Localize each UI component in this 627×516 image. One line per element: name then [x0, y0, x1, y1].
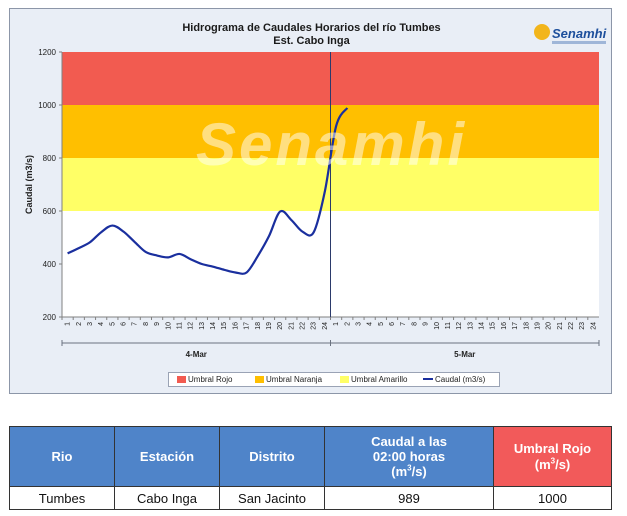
x-tick-label: 15 — [490, 322, 497, 330]
x-tick-label: 13 — [199, 322, 206, 330]
header-umbral-unit: (m3/s) — [534, 456, 571, 472]
x-tick-label: 13 — [467, 322, 474, 330]
header-estacion: Estación — [114, 426, 220, 487]
table-row: Tumbes Cabo Inga San Jacinto 989 1000 — [9, 486, 612, 510]
watermark: Senamhi — [196, 111, 468, 178]
x-tick-label: 15 — [221, 322, 228, 330]
y-tick-label: 1000 — [38, 101, 56, 110]
x-tick-label: 8 — [411, 322, 418, 326]
x-tick-label: 2 — [76, 322, 83, 326]
header-distrito: Distrito — [219, 426, 325, 487]
header-caudal-unit: (m3/s) — [391, 463, 427, 480]
x-tick-label: 4 — [98, 322, 105, 326]
header-rio: Rio — [9, 426, 115, 487]
x-tick-label: 21 — [557, 322, 564, 330]
legend-item-rojo: Umbral Rojo — [177, 375, 232, 384]
x-tick-label: 4 — [367, 322, 374, 326]
chart-legend: Umbral Rojo Umbral Naranja Umbral Amaril… — [168, 372, 500, 387]
x-tick-label: 22 — [300, 322, 307, 330]
logo-underline — [552, 41, 606, 44]
cell-umbral: 1000 — [493, 486, 612, 510]
legend-item-caudal: Caudal (m3/s) — [423, 375, 485, 384]
x-tick-label: 6 — [121, 322, 128, 326]
legend-label: Caudal (m3/s) — [435, 375, 486, 384]
cell-distrito: San Jacinto — [219, 486, 325, 510]
x-tick-label: 12 — [188, 322, 195, 330]
table-header-row: Rio Estación Distrito Caudal a las 02:00… — [9, 426, 612, 487]
x-tick-label: 3 — [355, 322, 362, 326]
x-tick-label: 8 — [143, 322, 150, 326]
chart-title: Hidrograma de Caudales Horarios del río … — [182, 22, 441, 34]
y-tick-label: 600 — [43, 207, 57, 216]
x-tick-label: 10 — [165, 322, 172, 330]
day-label: 4-Mar — [186, 350, 207, 359]
header-caudal-line1: Caudal a las — [371, 433, 447, 449]
logo-text: Senamhi — [552, 26, 607, 41]
header-caudal-line2: 02:00 horas — [372, 448, 446, 464]
legend-label: Umbral Amarillo — [351, 375, 408, 384]
x-tick-label: 14 — [479, 322, 486, 330]
legend-item-naranja: Umbral Naranja — [255, 375, 322, 384]
x-tick-label: 7 — [132, 322, 139, 326]
x-tick-label: 9 — [423, 322, 430, 326]
y-tick-label: 200 — [43, 313, 57, 322]
legend-swatch — [177, 376, 186, 383]
x-tick-label: 11 — [176, 322, 183, 329]
x-tick-label: 3 — [87, 322, 94, 326]
senamhi-logo: Senamhi — [533, 19, 609, 51]
legend-line — [423, 378, 433, 380]
x-tick-label: 16 — [501, 322, 508, 330]
x-tick-label: 2 — [344, 322, 351, 326]
y-tick-label: 400 — [43, 260, 57, 269]
series-caudal-line — [67, 107, 349, 275]
x-tick-label: 20 — [277, 322, 284, 330]
x-tick-label: 5 — [378, 322, 385, 326]
x-tick-label: 16 — [232, 322, 239, 330]
x-tick-label: 14 — [210, 322, 217, 330]
header-umbral-rojo: Umbral Rojo (m3/s) — [493, 426, 612, 487]
cell-estacion: Cabo Inga — [114, 486, 220, 510]
legend-item-amarillo: Umbral Amarillo — [340, 375, 407, 384]
x-tick-label: 5 — [109, 322, 116, 326]
x-tick-label: 17 — [244, 322, 251, 330]
station-table: Rio Estación Distrito Caudal a las 02:00… — [9, 426, 612, 510]
x-tick-label: 19 — [266, 322, 273, 330]
cell-caudal: 989 — [324, 486, 494, 510]
legend-label: Umbral Rojo — [188, 375, 233, 384]
x-tick-label: 7 — [400, 322, 407, 326]
header-umbral-line1: Umbral Rojo — [513, 441, 592, 457]
legend-label: Umbral Naranja — [266, 375, 323, 384]
x-tick-label: 22 — [568, 322, 575, 330]
x-tick-label: 11 — [445, 322, 452, 329]
x-tick-label: 9 — [154, 322, 161, 326]
x-tick-label: 18 — [523, 322, 530, 330]
x-tick-label: 19 — [534, 322, 541, 330]
x-tick-label: 10 — [434, 322, 441, 330]
x-tick-label: 24 — [590, 322, 597, 330]
x-tick-label: 17 — [512, 322, 519, 330]
y-tick-label: 800 — [43, 154, 57, 163]
x-tick-label: 23 — [311, 322, 318, 330]
legend-swatch — [255, 376, 264, 383]
legend-swatch — [340, 376, 349, 383]
x-tick-label: 21 — [288, 322, 295, 330]
chart-area: 200 400 600 800 1000 1200 Caudal (m3/s) 1 2 3 4 5 6 7… — [9, 8, 612, 394]
chart-subtitle: Est. Cabo Inga — [273, 35, 350, 47]
x-tick-label: 6 — [389, 322, 396, 326]
y-axis-label: Caudal (m3/s) — [24, 155, 34, 214]
x-tick-label: 1 — [65, 322, 72, 326]
x-tick-label: 23 — [579, 322, 586, 330]
cell-rio: Tumbes — [9, 486, 115, 510]
sun-icon — [534, 24, 550, 40]
x-tick-label: 18 — [255, 322, 262, 330]
x-tick-label: 1 — [333, 322, 340, 326]
x-tick-label: 20 — [546, 322, 553, 330]
header-caudal: Caudal a las 02:00 horas (m3/s) — [324, 426, 494, 487]
x-tick-label: 12 — [456, 322, 463, 330]
day-label: 5-Mar — [454, 350, 475, 359]
y-tick-label: 1200 — [38, 48, 56, 57]
x-tick-label: 24 — [322, 322, 329, 330]
